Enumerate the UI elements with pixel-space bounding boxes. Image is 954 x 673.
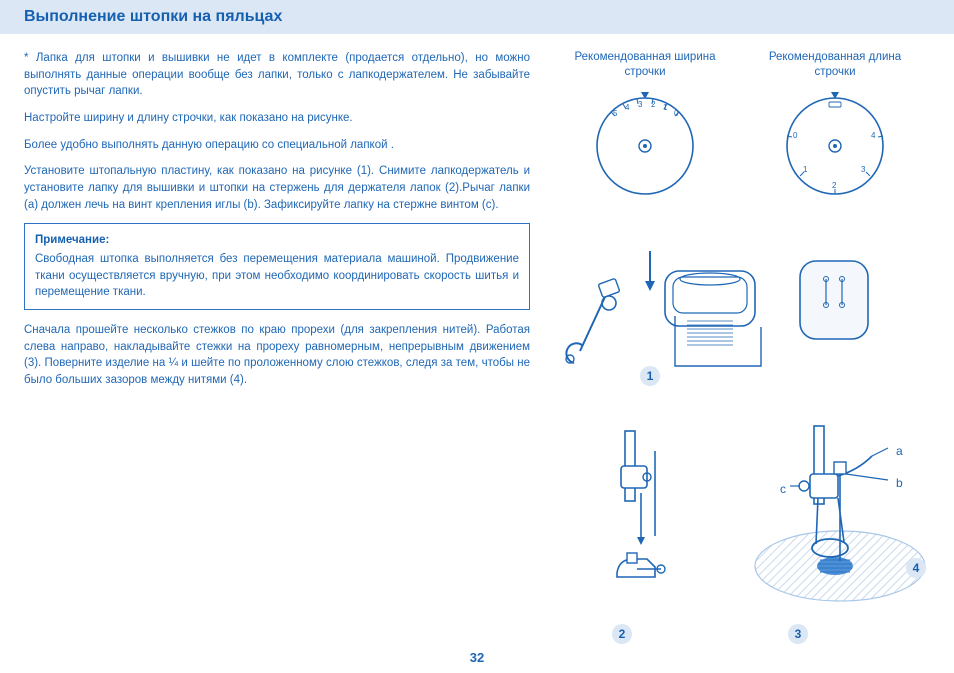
paragraph-2: Более удобно выполнять данную операцию с… xyxy=(24,137,530,154)
page-title: Выполнение штопки на пяльцах xyxy=(0,0,954,34)
note-body: Свободная штопка выполняется без перемещ… xyxy=(35,251,519,301)
diagrams-svg: 5 4 3 2 1 0 xyxy=(550,86,930,646)
svg-text:3: 3 xyxy=(638,100,643,109)
svg-text:4: 4 xyxy=(871,131,876,140)
svg-text:4: 4 xyxy=(625,103,630,112)
paragraph-1: Настройте ширину и длину строчки, как по… xyxy=(24,110,530,127)
step-badge-1: 1 xyxy=(640,366,660,386)
step-badge-3: 3 xyxy=(788,624,808,644)
ref-a: a xyxy=(896,444,903,458)
ref-c: c xyxy=(780,482,786,496)
content-area: * Лапка для штопки и вышивки не идет в к… xyxy=(0,34,954,616)
svg-text:3: 3 xyxy=(861,165,866,174)
svg-text:5: 5 xyxy=(613,109,618,118)
ref-b: b xyxy=(896,476,903,490)
svg-text:2: 2 xyxy=(832,181,837,190)
svg-text:2: 2 xyxy=(651,100,656,109)
svg-text:0: 0 xyxy=(793,131,798,140)
width-dial-label: Рекомендованная ширина строчки xyxy=(570,50,720,80)
note-title: Примечание: xyxy=(35,232,519,249)
paragraph-4: Сначала прошейте несколько стежков по кр… xyxy=(24,322,530,389)
text-column: * Лапка для штопки и вышивки не идет в к… xyxy=(24,50,530,616)
length-dial-label: Рекомендованная длина строчки xyxy=(760,50,910,80)
paragraph-3: Установите штопальную пластину, как пока… xyxy=(24,163,530,213)
intro-note: * Лапка для штопки и вышивки не идет в к… xyxy=(24,50,530,100)
page-number: 32 xyxy=(470,650,484,665)
step-badge-4: 4 xyxy=(906,558,926,578)
note-box: Примечание: Свободная штопка выполняется… xyxy=(24,223,530,310)
step-badge-2: 2 xyxy=(612,624,632,644)
diagram-area: 5 4 3 2 1 0 xyxy=(550,86,930,616)
diagram-column: Рекомендованная ширина строчки Рекомендо… xyxy=(550,50,930,616)
svg-text:0: 0 xyxy=(674,109,679,118)
